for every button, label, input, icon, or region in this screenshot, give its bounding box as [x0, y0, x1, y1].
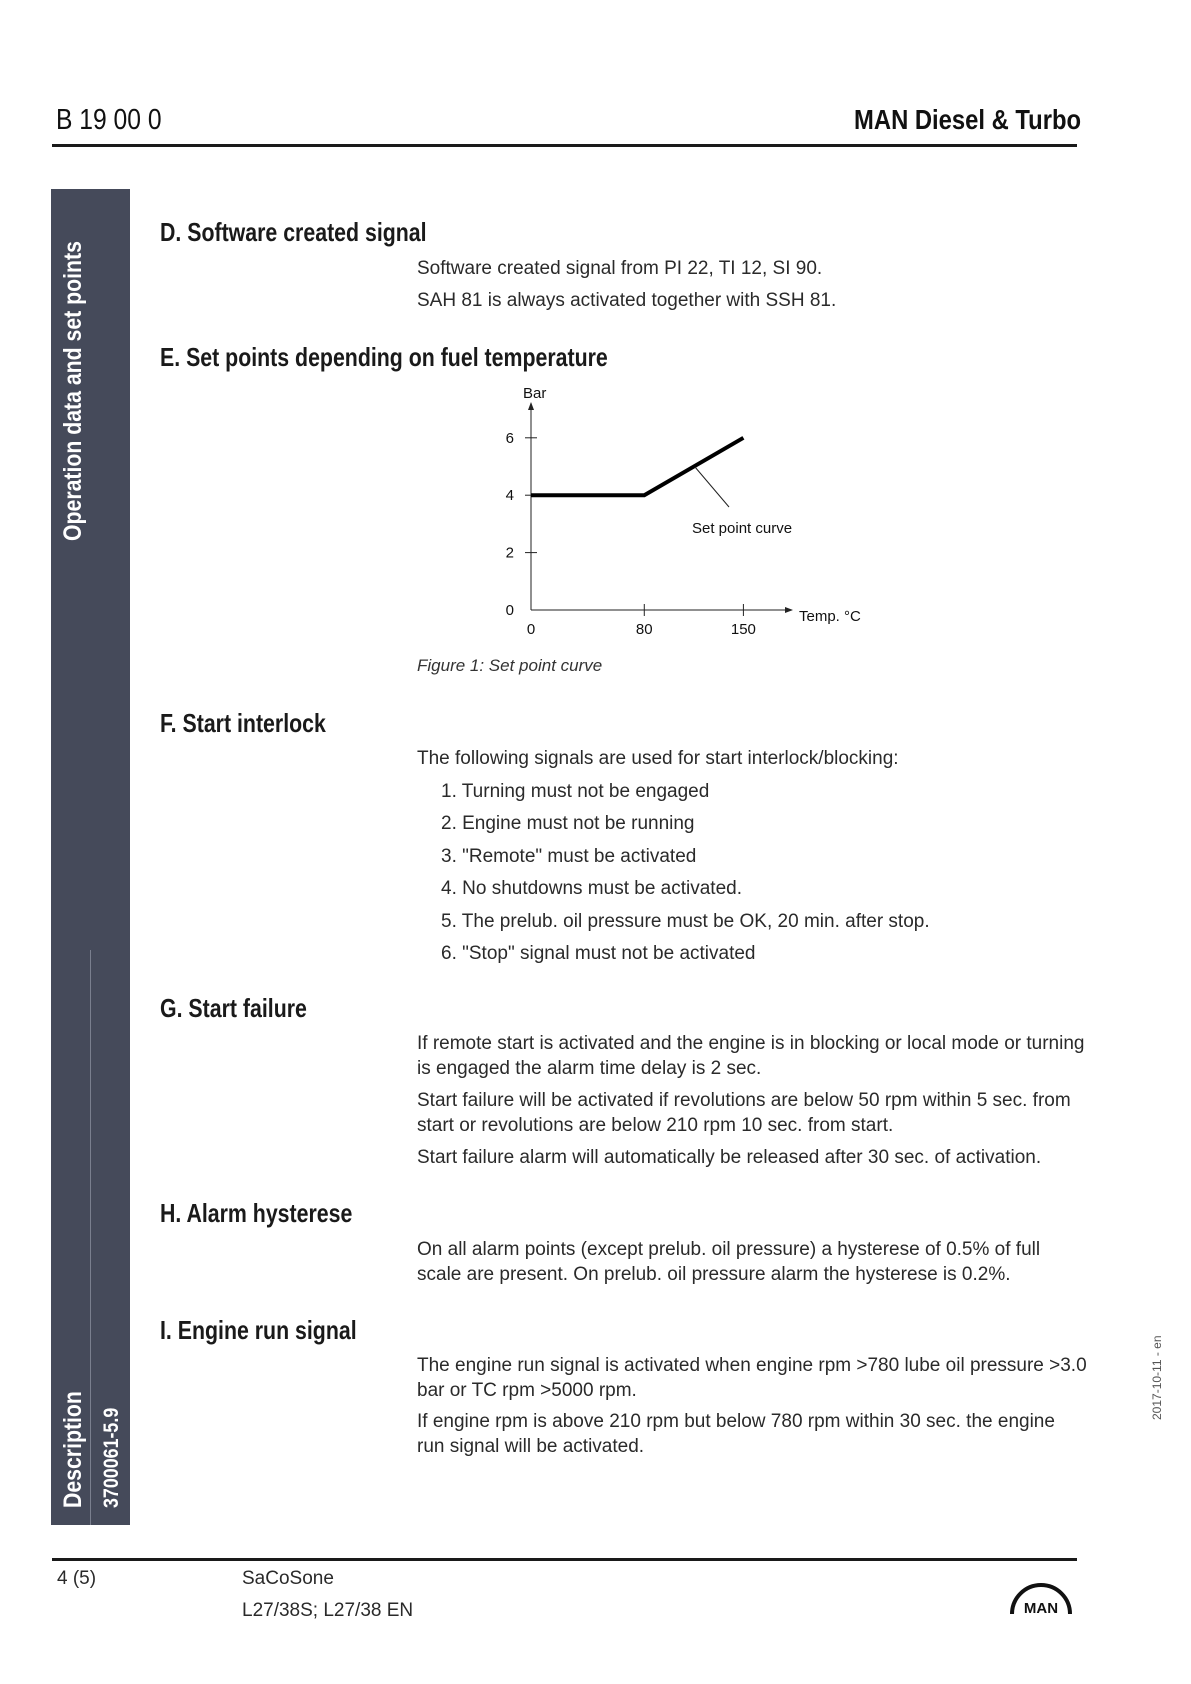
revision-date: 2017-10-11 - en [1150, 1335, 1164, 1420]
svg-text:MAN: MAN [1024, 1600, 1058, 1616]
paragraph: The following signals are used for start… [417, 748, 899, 769]
x-tick-label: 80 [636, 621, 653, 638]
annotation-leader [694, 466, 730, 508]
man-logo: MAN [1010, 1583, 1072, 1616]
heading-alarm-hysterese: H. Alarm hysterese [160, 1198, 353, 1228]
set-point-curve-line [531, 436, 745, 498]
y-tick-label: 2 [506, 545, 514, 562]
x-tick-label: 0 [527, 621, 535, 638]
footer-divider [52, 1558, 1077, 1561]
sidebar-divider [90, 950, 91, 1525]
heading-start-failure: G. Start failure [160, 993, 307, 1023]
list-item: 6. "Stop" signal must not be activated [441, 943, 756, 964]
document-code: B 19 00 0 [56, 104, 162, 136]
y-tick-label: 4 [506, 487, 514, 504]
product-name: SaCoSone [242, 1568, 334, 1589]
engine-types: L27/38S; L27/38 EN [242, 1600, 414, 1621]
list-item: 3. "Remote" must be activated [441, 846, 697, 867]
heading-software-signal: D. Software created signal [160, 217, 427, 247]
x-axis-label: Temp. °C [799, 608, 861, 625]
list-item: 2. Engine must not be running [441, 813, 695, 834]
sidebar-doc-number: 3700061-5.9 [100, 1407, 123, 1508]
annotation-label: Set point curve [692, 520, 792, 537]
paragraph: Software created signal from PI 22, TI 1… [417, 258, 823, 279]
sidebar-doc-type: Description [59, 1391, 87, 1508]
company-name: MAN Diesel & Turbo [853, 104, 1081, 135]
list-item: 1. Turning must not be engaged [441, 781, 710, 802]
paragraph: The engine run signal is activated when … [417, 1355, 1087, 1401]
y-tick-label: 0 [506, 602, 514, 619]
figure-caption: Figure 1: Set point curve [417, 656, 603, 675]
paragraph: SAH 81 is always activated together with… [417, 290, 837, 311]
list-item: 4. No shutdowns must be activated. [441, 878, 742, 899]
y-axis-label: Bar [523, 385, 546, 402]
paragraph: If engine rpm is above 210 rpm but below… [417, 1411, 1055, 1457]
paragraph: If remote start is activated and the eng… [417, 1033, 1085, 1079]
heading-set-points: E. Set points depending on fuel temperat… [160, 342, 608, 372]
paragraph: Start failure will be activated if revol… [417, 1090, 1071, 1136]
list-item: 5. The prelub. oil pressure must be OK, … [441, 911, 930, 932]
heading-start-interlock: F. Start interlock [160, 708, 326, 738]
paragraph: Start failure alarm will automatically b… [417, 1147, 1042, 1168]
x-tick-label: 150 [731, 621, 756, 638]
y-tick-label: 6 [506, 430, 514, 447]
page-number: 4 (5) [57, 1568, 97, 1589]
header-divider [52, 144, 1077, 147]
set-point-chart: Bar Temp. °C 0 2 4 6 0 80 150 Set point curve [506, 385, 861, 638]
paragraph: On all alarm points (except prelub. oil … [417, 1239, 1041, 1285]
heading-engine-run-signal: I. Engine run signal [160, 1315, 357, 1345]
